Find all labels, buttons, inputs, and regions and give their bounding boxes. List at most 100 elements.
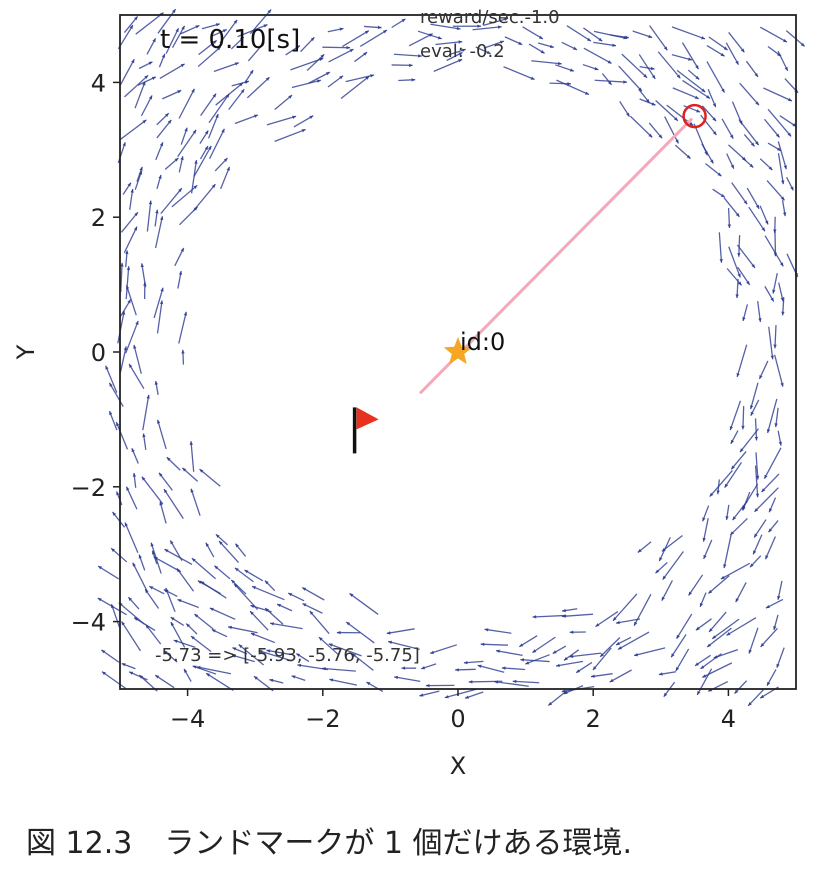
vector-arrow xyxy=(429,644,458,655)
vector-arrow xyxy=(694,654,711,667)
vector-arrow xyxy=(708,36,728,51)
vector-arrow xyxy=(711,618,740,640)
vector-arrow xyxy=(119,346,128,373)
vector-arrow xyxy=(125,266,131,300)
vector-arrow xyxy=(120,211,139,233)
vector-arrow xyxy=(768,497,777,513)
vector-arrow xyxy=(176,567,195,592)
vector-arrow xyxy=(648,122,663,139)
vector-arrow xyxy=(121,621,142,652)
vector-arrow xyxy=(215,82,244,106)
vector-arrow xyxy=(230,36,245,50)
vector-arrow xyxy=(561,608,578,613)
vector-arrow xyxy=(503,66,535,81)
vector-arrow xyxy=(301,587,325,601)
vector-arrow xyxy=(345,621,375,644)
vector-arrow xyxy=(108,382,124,407)
vector-arrow xyxy=(178,311,188,344)
vector-arrow xyxy=(774,407,779,428)
vector-arrow xyxy=(766,398,778,434)
time-annotation: t = 0.10[s] xyxy=(160,25,300,55)
vector-arrow xyxy=(735,582,747,603)
vector-arrow xyxy=(196,665,232,675)
vector-arrow xyxy=(761,473,780,493)
vector-arrow xyxy=(190,159,198,194)
vector-arrow xyxy=(197,46,222,68)
vector-arrow xyxy=(633,593,652,627)
vector-arrow xyxy=(329,678,358,686)
vector-arrow xyxy=(528,43,545,54)
vector-arrow xyxy=(563,649,580,661)
vector-arrow xyxy=(220,166,231,190)
vector-arrow xyxy=(561,613,594,618)
vector-arrow xyxy=(682,79,711,100)
vector-arrow xyxy=(266,115,297,126)
vector-arrow xyxy=(153,556,182,573)
vector-arrow xyxy=(387,640,420,651)
vector-arrow xyxy=(737,235,741,257)
vector-arrow xyxy=(657,51,681,79)
vector-arrow xyxy=(629,115,653,138)
vector-arrow xyxy=(619,100,631,117)
vector-arrow xyxy=(160,187,183,215)
vector-arrow xyxy=(727,207,732,229)
vector-arrow xyxy=(178,88,196,119)
vector-arrow xyxy=(730,430,739,445)
vector-arrow xyxy=(713,648,739,659)
vector-arrow xyxy=(321,666,356,672)
vector-arrow xyxy=(726,268,743,286)
vector-arrow xyxy=(472,25,502,31)
vector-arrow xyxy=(661,535,683,552)
vector-arrow xyxy=(110,547,128,563)
vector-arrow xyxy=(420,663,437,670)
vector-arrow xyxy=(742,304,749,322)
vector-arrow xyxy=(193,145,212,177)
vector-arrow xyxy=(264,580,276,592)
vector-arrow xyxy=(119,58,135,86)
eval-annotation: eval: -0.2 xyxy=(420,41,505,62)
vector-arrow xyxy=(765,598,784,609)
vector-arrow xyxy=(165,27,180,55)
x-axis-label: X xyxy=(450,752,466,780)
vector-arrow xyxy=(163,588,178,598)
vector-arrow xyxy=(688,574,704,596)
vector-arrow xyxy=(354,51,368,63)
vector-arrow xyxy=(705,163,722,177)
vector-arrow xyxy=(561,41,578,51)
vector-arrow xyxy=(386,628,415,635)
vector-arrow xyxy=(501,666,526,671)
vector-arrow xyxy=(670,634,687,658)
vector-arrow xyxy=(706,61,726,93)
vector-arrow xyxy=(707,88,717,108)
vector-arrow xyxy=(745,60,759,78)
vector-arrow xyxy=(767,142,782,152)
y-tick-label: −2 xyxy=(71,474,106,502)
vector-arrow xyxy=(618,65,643,92)
vector-arrow xyxy=(707,575,730,594)
vector-arrow xyxy=(97,565,120,580)
vector-arrow xyxy=(687,69,700,81)
vector-arrow xyxy=(566,25,592,42)
vector-arrow xyxy=(212,28,228,37)
vector-arrow xyxy=(725,42,740,66)
vector-arrow xyxy=(664,116,680,144)
vector-arrow xyxy=(781,200,787,217)
vector-arrow xyxy=(726,153,735,169)
vector-arrow xyxy=(767,45,782,57)
vector-arrow xyxy=(764,286,775,302)
y-axis-label: Y xyxy=(12,344,40,360)
vector-arrow xyxy=(739,82,760,106)
vector-arrow xyxy=(134,170,143,190)
vector-arrow xyxy=(753,519,767,538)
vector-arrow xyxy=(518,635,538,648)
vector-arrow xyxy=(638,89,651,104)
vector-arrow xyxy=(547,690,568,707)
vector-arrow xyxy=(773,325,777,349)
vector-arrow xyxy=(125,486,138,510)
vector-arrow xyxy=(142,394,150,431)
vector-arrow xyxy=(157,8,177,34)
landmark-label: id:0 xyxy=(460,328,505,356)
vector-arrow xyxy=(213,62,239,73)
vector-arrow xyxy=(555,64,575,72)
vector-arrow xyxy=(702,518,709,542)
